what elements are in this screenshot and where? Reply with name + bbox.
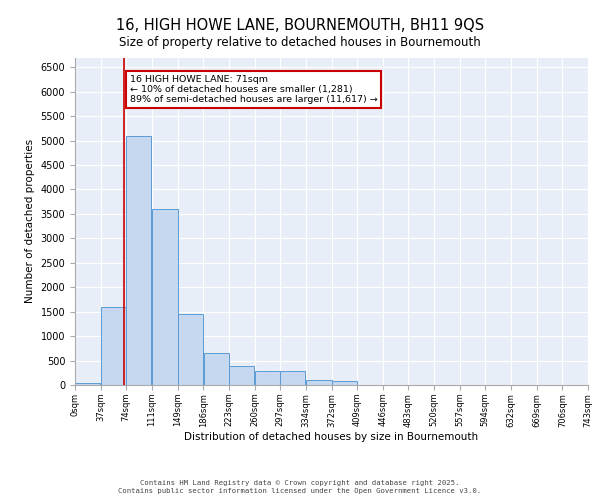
Text: 16, HIGH HOWE LANE, BOURNEMOUTH, BH11 9QS: 16, HIGH HOWE LANE, BOURNEMOUTH, BH11 9Q… (116, 18, 484, 32)
Text: Size of property relative to detached houses in Bournemouth: Size of property relative to detached ho… (119, 36, 481, 49)
Text: 16 HIGH HOWE LANE: 71sqm
← 10% of detached houses are smaller (1,281)
89% of sem: 16 HIGH HOWE LANE: 71sqm ← 10% of detach… (130, 74, 377, 104)
Bar (152, 209, 178, 385)
Bar (229, 366, 254, 385)
Y-axis label: Number of detached properties: Number of detached properties (25, 139, 35, 304)
Bar (255, 372, 280, 385)
Bar (101, 307, 126, 385)
Bar (203, 353, 229, 385)
Bar (75, 383, 100, 385)
Bar (280, 372, 305, 385)
Bar (332, 380, 357, 385)
Text: Contains HM Land Registry data © Crown copyright and database right 2025.
Contai: Contains HM Land Registry data © Crown c… (118, 480, 482, 494)
Bar (306, 380, 332, 385)
Bar (127, 136, 151, 385)
Bar (178, 314, 203, 385)
X-axis label: Distribution of detached houses by size in Bournemouth: Distribution of detached houses by size … (184, 432, 479, 442)
